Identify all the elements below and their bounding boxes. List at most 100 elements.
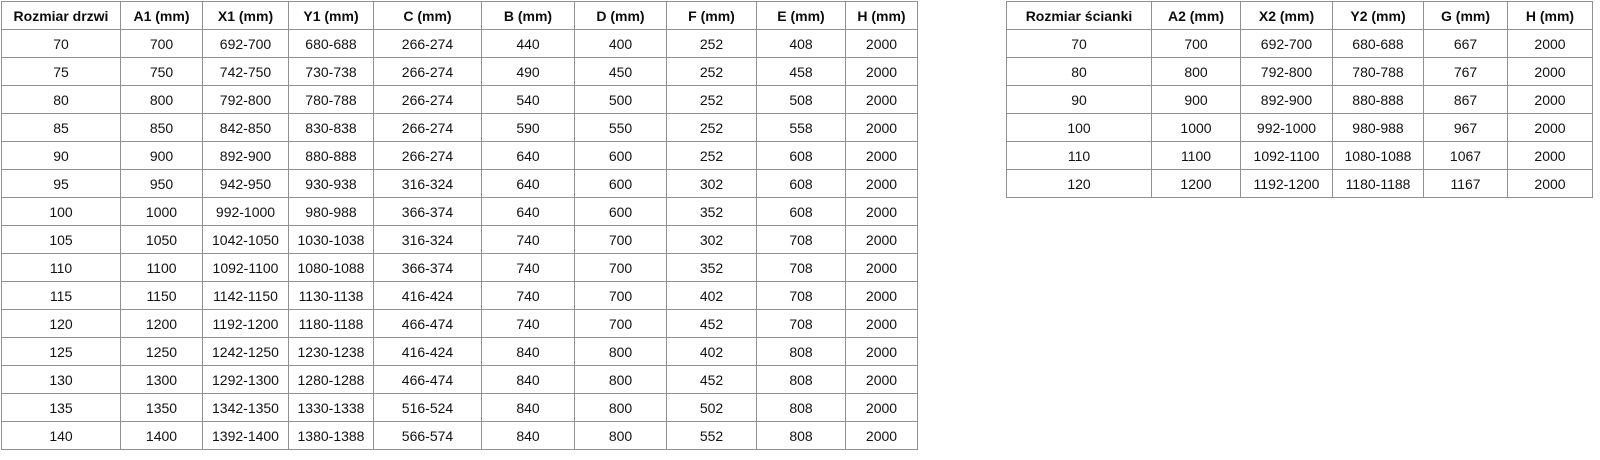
header-row: Rozmiar ścianki A2 (mm) X2 (mm) Y2 (mm) G (m… — [1006, 1, 1593, 30]
table-cell: 1330-1338 — [288, 393, 374, 422]
table-cell: 502 — [666, 393, 757, 422]
table-cell: 440 — [481, 29, 575, 58]
table-cell: 1300 — [120, 365, 203, 394]
table-cell: 1092-1100 — [1240, 141, 1333, 170]
table-row: 100 1000 992-1000 980-988 366-374 640 600 352 60… — [1, 197, 918, 226]
table-cell: 1242-1250 — [202, 337, 289, 366]
table-cell: 1350 — [120, 393, 203, 422]
table-cell: 892-900 — [202, 141, 289, 170]
table-cell: 608 — [756, 197, 846, 226]
table-cell: 1100 — [120, 253, 203, 282]
table-cell: 800 — [1151, 57, 1241, 86]
table-cell: 590 — [481, 113, 575, 142]
table-cell: 1180-1188 — [1332, 169, 1424, 198]
table-cell: 452 — [666, 309, 757, 338]
table-cell: 1200 — [120, 309, 203, 338]
table-cell: 252 — [666, 113, 757, 142]
table-cell: 252 — [666, 141, 757, 170]
table-row: 80 800 792-800 780-788 266-274 540 500 252 508 20… — [1, 85, 918, 114]
table-cell: 1280-1288 — [288, 365, 374, 394]
table-row: 125 1250 1242-1250 1230-1238 416-424 840 800 40… — [1, 337, 918, 366]
table-cell: 90 — [1006, 85, 1152, 114]
table-cell: 2000 — [1507, 29, 1593, 58]
table-cell: 75 — [1, 57, 121, 86]
table-cell: 708 — [756, 309, 846, 338]
table-row: 115 1150 1142-1150 1130-1138 416-424 740 700 40… — [1, 281, 918, 310]
table-cell: 930-938 — [288, 169, 374, 198]
table-cell: 840 — [481, 365, 575, 394]
table-cell: 266-274 — [373, 57, 482, 86]
table-cell: 366-374 — [373, 197, 482, 226]
table-cell: 808 — [756, 365, 846, 394]
table-cell: 452 — [666, 365, 757, 394]
table-cell: 266-274 — [373, 85, 482, 114]
header-row: Rozmiar drzwi A1 (mm) X1 (mm) Y1 (mm) C (mm)… — [1, 1, 918, 30]
table-cell: 780-788 — [288, 85, 374, 114]
table-cell: 980-988 — [288, 197, 374, 226]
table-cell: 700 — [574, 309, 667, 338]
table-row: 95 950 942-950 930-938 316-324 640 600 302 608 20… — [1, 169, 918, 198]
table-cell: 302 — [666, 225, 757, 254]
table-cell: 1167 — [1423, 169, 1508, 198]
table-cell: 1092-1100 — [202, 253, 289, 282]
table-cell: 740 — [481, 309, 575, 338]
table-cell: 800 — [574, 337, 667, 366]
table-cell: 316-324 — [373, 225, 482, 254]
table-cell: 400 — [574, 29, 667, 58]
table-cell: 2000 — [845, 393, 918, 422]
table-row: 100 1000 992-1000 980-988 967 2000 — [1006, 113, 1593, 142]
table-cell: 540 — [481, 85, 575, 114]
table-cell: 550 — [574, 113, 667, 142]
table-cell: 1000 — [120, 197, 203, 226]
table-cell: 800 — [574, 365, 667, 394]
table-cell: 466-474 — [373, 365, 482, 394]
table-cell: 1250 — [120, 337, 203, 366]
table-cell: 416-424 — [373, 281, 482, 310]
table-cell: 408 — [756, 29, 846, 58]
table-cell: 2000 — [845, 57, 918, 86]
table-cell: 1100 — [1151, 141, 1241, 170]
table-cell: 992-1000 — [202, 197, 289, 226]
table-cell: 70 — [1006, 29, 1152, 58]
table-row: 85 850 842-850 830-838 266-274 590 550 252 558 20… — [1, 113, 918, 142]
table-cell: 1030-1038 — [288, 225, 374, 254]
table-cell: 840 — [481, 393, 575, 422]
column-header: G (mm) — [1423, 1, 1508, 30]
table-cell: 640 — [481, 169, 575, 198]
table-cell: 2000 — [845, 281, 918, 310]
table-cell: 880-888 — [1332, 85, 1424, 114]
table-cell: 640 — [481, 141, 575, 170]
table-cell: 2000 — [1507, 85, 1593, 114]
table-cell: 842-850 — [202, 113, 289, 142]
column-header: F (mm) — [666, 1, 757, 30]
table-cell: 2000 — [845, 197, 918, 226]
table-cell: 402 — [666, 337, 757, 366]
table-cell: 500 — [574, 85, 667, 114]
table-cell: 366-374 — [373, 253, 482, 282]
table-cell: 700 — [574, 225, 667, 254]
table-cell: 980-988 — [1332, 113, 1424, 142]
table-cell: 100 — [1, 197, 121, 226]
table-row: 70 700 692-700 680-688 667 2000 — [1006, 29, 1593, 58]
table-cell: 80 — [1, 85, 121, 114]
table-cell: 416-424 — [373, 337, 482, 366]
table-row: 90 900 892-900 880-888 266-274 640 600 252 608 20… — [1, 141, 918, 170]
table-cell: 2000 — [1507, 169, 1593, 198]
table-row: 110 1100 1092-1100 1080-1088 366-374 740 700 35… — [1, 253, 918, 282]
table-cell: 992-1000 — [1240, 113, 1333, 142]
table-cell: 680-688 — [288, 29, 374, 58]
table-cell: 90 — [1, 141, 121, 170]
table-cell: 700 — [1151, 29, 1241, 58]
table-cell: 892-900 — [1240, 85, 1333, 114]
column-header: H (mm) — [845, 1, 918, 30]
table-cell: 800 — [574, 421, 667, 450]
table-cell: 967 — [1423, 113, 1508, 142]
table-cell: 1000 — [1151, 113, 1241, 142]
table-cell: 1192-1200 — [202, 309, 289, 338]
table-cell: 2000 — [845, 169, 918, 198]
table-cell: 792-800 — [202, 85, 289, 114]
table-cell: 316-324 — [373, 169, 482, 198]
table-cell: 2000 — [845, 141, 918, 170]
table-cell: 125 — [1, 337, 121, 366]
table-cell: 558 — [756, 113, 846, 142]
